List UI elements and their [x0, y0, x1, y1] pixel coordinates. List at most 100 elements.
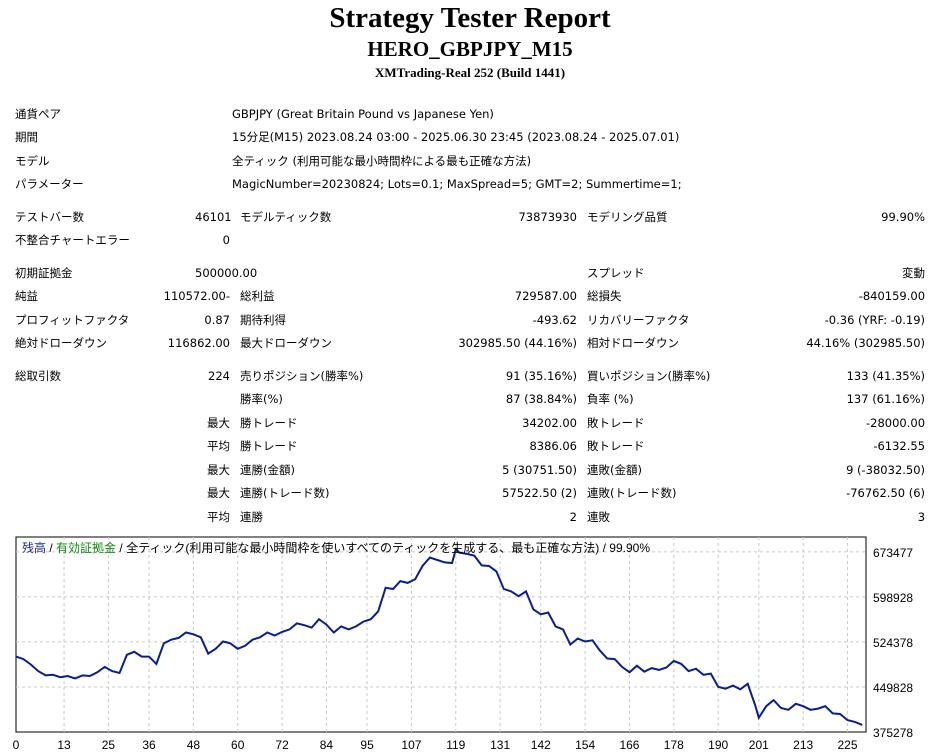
label-spread: スプレッド	[587, 265, 645, 280]
label-win: 勝率(%)	[240, 392, 283, 407]
value-max-dd: 302985.50 (44.16%)	[458, 336, 577, 351]
x-tick-label: 131	[490, 738, 510, 752]
broker-build: XMTrading-Real 252 (Build 1441)	[374, 65, 566, 80]
legend-balance: 残高	[22, 540, 46, 555]
legend-sep1: /	[46, 541, 56, 555]
value-cons-wins-money: 5 (30751.50)	[502, 462, 577, 477]
label-cons-losses-money: 連敗(金額)	[587, 462, 642, 477]
x-tick-label: 190	[708, 738, 728, 752]
value-largest-loss: -28000.00	[866, 415, 926, 430]
value-win: 87 (38.84%)	[505, 392, 577, 407]
y-axis-labels: 673477 598928 524378 449828 375278	[873, 546, 913, 740]
value-avg-cons-wins: 2	[569, 509, 577, 524]
x-tick-label: 142	[531, 738, 551, 752]
label-short: 売りポジション(勝率%)	[240, 368, 364, 383]
label-cons-profit: 連勝(トレード数)	[240, 486, 330, 501]
row-errors: 不整合チャートエラー 0	[10, 229, 930, 253]
row-params: パラメーター MagicNumber=20230824; Lots=0.1; M…	[10, 173, 930, 197]
label-largest-loss: 敗トレード	[587, 415, 645, 430]
label-net: 純益	[15, 289, 38, 304]
y-tick-label: 375278	[873, 726, 913, 740]
label-largest-win: 勝トレード	[240, 415, 298, 430]
row-cons-count: 最大 連勝(トレード数) 57522.50 (2) 連敗(トレード数) -767…	[10, 482, 930, 506]
label-gross-loss: 総損失	[587, 289, 622, 304]
x-tick-label: 84	[320, 738, 334, 752]
label-average: 平均	[207, 439, 230, 454]
value-period: 15分足(M15) 2023.08.24 03:00 - 2025.06.30 …	[232, 130, 680, 145]
label-quality: モデリング品質	[587, 209, 668, 224]
value-cons-losses-money: 9 (-38032.50)	[846, 462, 926, 477]
x-tick-label: 119	[446, 738, 465, 752]
legend-rest: 全ティック(利用可能な最小時間枠を使いすべてのティックを生成する、最も正確な方法…	[126, 540, 650, 555]
value-rel-dd: 44.16% (302985.50)	[806, 336, 926, 351]
value-errors: 0	[222, 233, 230, 248]
value-long: 133 (41.35%)	[846, 368, 926, 383]
balance-chart: 残高 / 有効証拠金 / 全ティック(利用可能な最小時間枠を使いすべてのティック…	[13, 536, 913, 752]
value-recovery: -0.36 (YRF: -0.19)	[824, 312, 926, 327]
x-axis-labels: 0 13 25 36 48 60 72 84 95 107 119 131 142 154 166 178 19…	[13, 738, 858, 752]
label-model: モデル	[15, 153, 50, 168]
row-largest: 最大 勝トレード 34202.00 敗トレード -28000.00	[10, 411, 930, 435]
label-loss: 負率 (%)	[587, 392, 634, 407]
value-symbol: GBPJPY (Great Britain Pound vs Japanese …	[232, 106, 494, 121]
stats-table: 通貨ペア GBPJPY (Great Britain Pound vs Japa…	[10, 102, 930, 529]
row-win-loss: 勝率(%) 87 (38.84%) 負率 (%) 137 (61.16%)	[10, 388, 930, 412]
row-net: 純益 -110572.00 総利益 729587.00 総損失 -840159.…	[10, 285, 930, 309]
row-symbol: 通貨ペア GBPJPY (Great Britain Pound vs Japa…	[10, 102, 930, 126]
y-tick-label: 449828	[873, 681, 913, 695]
x-tick-label: 154	[575, 738, 595, 752]
plot-frame	[15, 536, 867, 733]
value-spread: 変動	[902, 265, 926, 280]
row-pf: プロフィットファクタ 0.87 期待利得 -493.62 リカバリーファクタ -…	[10, 308, 930, 332]
row-cons-money: 最大 連勝(金額) 5 (30751.50) 連敗(金額) 9 (-38032.…	[10, 458, 930, 482]
label-long: 買いポジション(勝率%)	[587, 368, 711, 383]
label-expected: 期待利得	[240, 312, 286, 327]
x-tick-label: 95	[360, 738, 374, 752]
x-tick-label: 107	[401, 738, 421, 752]
value-avg-win: 8386.06	[529, 439, 577, 454]
x-tick-label: 225	[838, 738, 858, 752]
x-tick-label: 166	[619, 738, 639, 752]
y-tick-label: 524378	[873, 636, 913, 650]
y-tick-label: 598928	[873, 591, 913, 605]
value-abs-dd: 116862.00	[167, 336, 230, 351]
value-deposit: 500000.00	[195, 265, 258, 280]
label-avg-cons-losses: 連敗	[587, 509, 610, 524]
label-abs-dd: 絶対ドローダウン	[15, 336, 107, 351]
label-max-cons-money: 最大	[207, 462, 230, 477]
value-gross-loss: -840159.00	[858, 289, 926, 304]
x-tick-label: 48	[187, 738, 201, 752]
label-bars: テストバー数	[15, 209, 84, 224]
value-bars: 46101	[195, 209, 232, 224]
value-expected: -493.62	[532, 312, 577, 327]
label-ticks: モデルティック数	[240, 209, 332, 224]
x-tick-label: 178	[664, 738, 684, 752]
chart-legend: 残高 / 有効証拠金 / 全ティック(利用可能な最小時間枠を使いすべてのティック…	[22, 540, 650, 555]
x-tick-label: 213	[793, 738, 813, 752]
value-total-trades: 224	[208, 368, 230, 383]
balance-line	[15, 547, 863, 726]
x-tick-label: 201	[749, 738, 769, 752]
x-tick-label: 0	[13, 738, 20, 752]
x-tick-label: 72	[275, 738, 289, 752]
row-period: 期間 15分足(M15) 2023.08.24 03:00 - 2025.06.…	[10, 126, 930, 150]
label-period: 期間	[15, 130, 38, 145]
grid-lines	[16, 537, 866, 732]
row-drawdown: 絶対ドローダウン 116862.00 最大ドローダウン 302985.50 (4…	[10, 332, 930, 356]
label-avg-loss: 敗トレード	[587, 439, 645, 454]
value-cons-loss: -76762.50 (6)	[846, 486, 926, 501]
row-model: モデル 全ティック (利用可能な最小時間枠による最も正確な方法)	[10, 149, 930, 173]
label-recovery: リカバリーファクタ	[587, 312, 690, 327]
expert-name: HERO_GBPJPY_M15	[367, 37, 573, 61]
label-max-cons-count: 最大	[207, 486, 230, 501]
x-tick-label: 36	[142, 738, 156, 752]
label-errors: 不整合チャートエラー	[15, 233, 130, 248]
label-avg-cons: 平均	[207, 509, 230, 524]
label-symbol: 通貨ペア	[15, 106, 61, 121]
label-cons-wins-money: 連勝(金額)	[240, 462, 295, 477]
value-quality: 99.90%	[881, 209, 926, 224]
row-average: 平均 勝トレード 8386.06 敗トレード -6132.55	[10, 435, 930, 459]
value-ticks: 73873930	[518, 209, 577, 224]
legend-equity: 有効証拠金	[56, 540, 116, 555]
value-gross-profit: 729587.00	[514, 289, 577, 304]
